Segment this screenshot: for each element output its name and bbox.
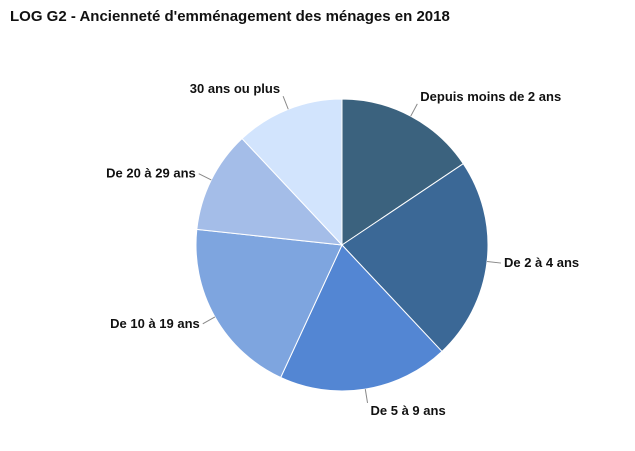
pie-slices (195, 98, 489, 392)
pie-slice-depuis-moins-de-2-ans (341, 98, 464, 246)
pie-slice-de-5-a-9-ans (280, 244, 443, 392)
slice-label-de-20-a-29-ans: De 20 à 29 ans (106, 166, 196, 181)
leader-line-depuis-moins-de-2-ans (410, 103, 418, 117)
leader-line-de-10-a-19-ans (202, 316, 216, 325)
slice-label-30-ans-ou-plus: 30 ans ou plus (190, 81, 280, 96)
pie-slice-de-2-a-4-ans (341, 163, 489, 353)
chart-title: LOG G2 - Ancienneté d'emménagement des m… (10, 8, 450, 25)
leader-line-de-2-a-4-ans (487, 260, 502, 264)
slice-label-de-10-a-19-ans: De 10 à 19 ans (110, 316, 200, 331)
leader-line-30-ans-ou-plus (282, 96, 289, 110)
leader-line-de-20-a-29-ans (198, 173, 212, 181)
pie-slice-30-ans-ou-plus (241, 98, 343, 247)
pie-slice-de-20-a-29-ans (196, 137, 344, 246)
leader-lines (198, 96, 502, 404)
slice-label-de-5-a-9-ans: De 5 à 9 ans (371, 403, 446, 418)
slice-label-depuis-moins-de-2-ans: Depuis moins de 2 ans (420, 89, 561, 104)
slice-label-de-2-a-4-ans: De 2 à 4 ans (504, 255, 579, 270)
leader-line-de-5-a-9-ans (364, 389, 369, 404)
slice-labels: Depuis moins de 2 ans De 2 à 4 ans De 5 à … (106, 81, 579, 418)
pie-slice-de-10-a-19-ans (195, 228, 343, 379)
